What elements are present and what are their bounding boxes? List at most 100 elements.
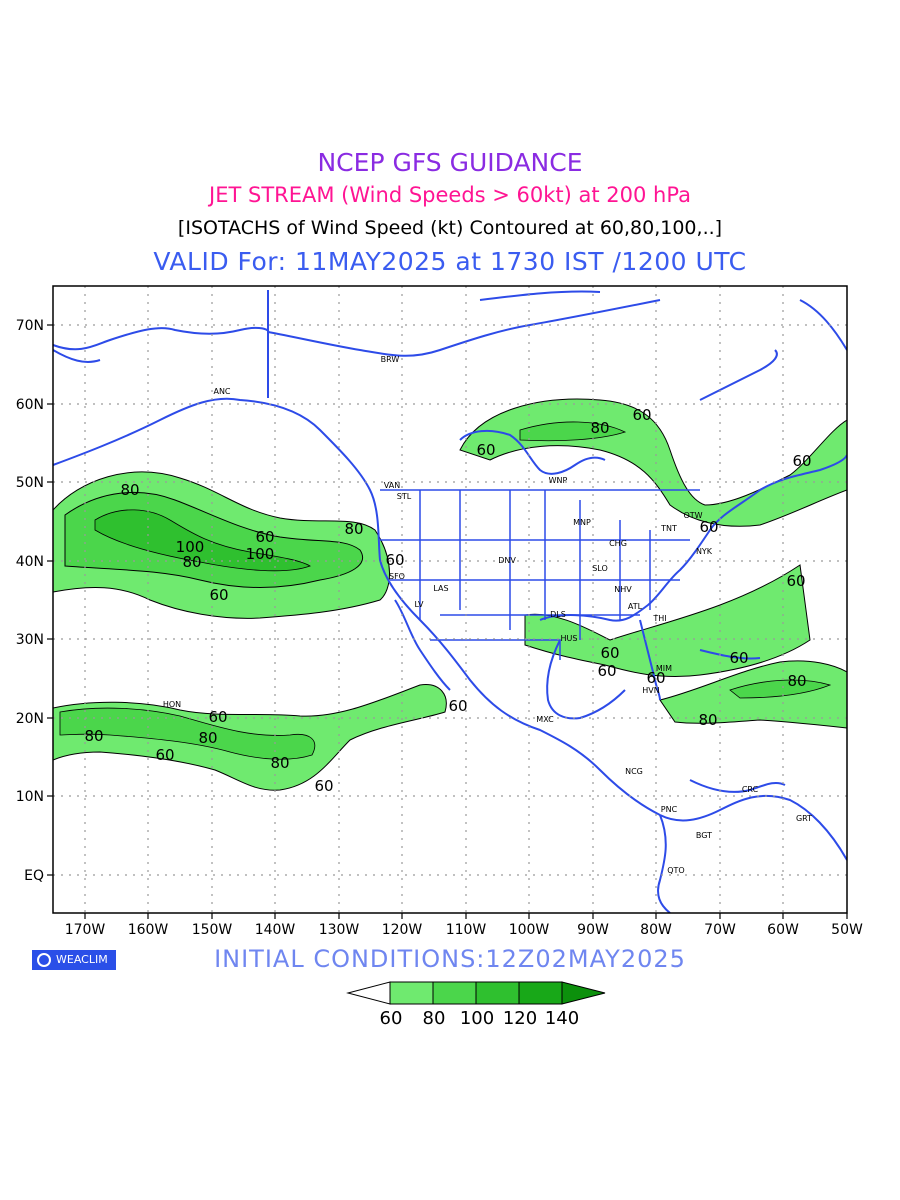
colorbar-label: 80 [423, 1008, 446, 1029]
contour-label: 60 [729, 649, 748, 667]
lat-lon-grid [53, 286, 847, 913]
station-label: HON [163, 700, 181, 709]
contour-label: 80 [84, 727, 103, 745]
lat-label: 20N [16, 711, 44, 727]
jet-core-tropical-pacific [59, 707, 316, 760]
lat-label: EQ [24, 868, 44, 884]
contour-label: 80 [787, 672, 806, 690]
lon-label: 80W [640, 922, 672, 938]
lon-label: 100W [509, 922, 550, 938]
colorbar-label: 100 [460, 1008, 494, 1029]
jet-core-hudson [519, 421, 627, 442]
map-description: [ISOTACHS of Wind Speed (kt) Contoured a… [177, 217, 723, 239]
colorbar-label: 120 [503, 1008, 537, 1029]
jet-max-north-pacific [94, 509, 311, 572]
contour-label: 80 [120, 481, 139, 499]
lat-label: 60N [16, 397, 44, 413]
axis-ticks [47, 324, 848, 919]
lat-label: 70N [16, 318, 44, 334]
colorbar-label: 60 [380, 1008, 403, 1029]
contour-label: 60 [646, 669, 665, 687]
contour-label: 60 [699, 518, 718, 536]
station-label: NCG [625, 767, 643, 776]
contour-label: 60 [597, 662, 616, 680]
lon-label: 120W [382, 922, 423, 938]
weaclim-logo-icon [37, 953, 51, 967]
lon-label: 160W [128, 922, 169, 938]
contour-label: 60 [155, 746, 174, 764]
contour-label: 100 [246, 545, 275, 563]
lon-label: 70W [704, 922, 736, 938]
station-label: OTW [683, 511, 702, 520]
lat-label: 10N [16, 789, 44, 805]
jet-region-gulf [524, 564, 811, 678]
contour-label: 60 [255, 528, 274, 546]
jet-core-atlantic [729, 679, 832, 699]
station-label: QTO [667, 866, 684, 875]
contour-label: 60 [632, 406, 651, 424]
station-label: CHG [609, 539, 627, 548]
station-label: TNT [660, 524, 677, 533]
lon-label: 60W [767, 922, 799, 938]
contour-label: 60 [476, 441, 495, 459]
station-label: MIM [656, 664, 672, 673]
station-label: LV [414, 600, 424, 609]
station-label: MXC [536, 715, 554, 724]
station-label: GRT [796, 814, 812, 823]
contour-label: 100 [176, 538, 205, 556]
longitude-labels: 170W 160W 150W 140W 130W 120W 110W 100W … [65, 922, 863, 938]
station-label: CRC [742, 785, 759, 794]
station-label: NYK [696, 547, 713, 556]
lat-label: 30N [16, 632, 44, 648]
colorbar-cell [346, 981, 391, 1005]
colorbar-cell [561, 981, 606, 1005]
station-label: HVN [642, 686, 659, 695]
coastlines [53, 290, 847, 913]
colorbar-label: 140 [545, 1008, 579, 1029]
station-label: MNP [573, 518, 591, 527]
lon-label: 90W [577, 922, 609, 938]
lon-label: 110W [446, 922, 487, 938]
map-title: NCEP GFS GUIDANCE [317, 148, 583, 177]
contour-label: 80 [198, 729, 217, 747]
station-label: ANC [213, 387, 230, 396]
contour-label: 80 [698, 711, 717, 729]
jet-region-hudson [459, 398, 847, 527]
isotach-shading [53, 398, 847, 791]
colorbar: 60 80 100 120 140 [346, 981, 606, 1029]
contour-label: 80 [270, 754, 289, 772]
contour-label: 80 [344, 520, 363, 538]
contour-label: 60 [208, 708, 227, 726]
contour-label: 60 [786, 572, 805, 590]
latitude-labels: 70N 60N 50N 40N 30N 20N 10N EQ [16, 318, 44, 884]
station-label: DLS [550, 610, 566, 619]
station-label: VAN [384, 481, 400, 490]
contour-label: 60 [792, 452, 811, 470]
contour-label: 60 [385, 551, 404, 569]
map-frame [52, 285, 848, 914]
contour-label: 80 [182, 553, 201, 571]
lon-label: 130W [319, 922, 360, 938]
lat-label: 40N [16, 554, 44, 570]
lon-label: 170W [65, 922, 106, 938]
station-label: SLO [592, 564, 608, 573]
station-label: WNP [549, 476, 568, 485]
contour-label: 60 [209, 586, 228, 604]
contour-labels: 80 60 100 80 100 60 80 60 60 80 60 60 60… [84, 406, 811, 795]
valid-time: VALID For: 11MAY2025 at 1730 IST /1200 U… [153, 247, 747, 276]
colorbar-cell [518, 981, 563, 1005]
station-labels: ANC BRW VAN STL WNP MNP OTW TNT NYK CHG … [163, 355, 812, 875]
lon-label: 140W [255, 922, 296, 938]
station-label: DNV [498, 556, 516, 565]
weaclim-badge: WEACLIM [32, 950, 116, 970]
contour-label: 60 [448, 697, 467, 715]
colorbar-cell [475, 981, 520, 1005]
contour-label: 80 [590, 419, 609, 437]
station-label: SFO [389, 572, 405, 581]
station-label: ATL [628, 602, 643, 611]
badge-label: WEACLIM [56, 953, 108, 966]
station-label: HUS [561, 634, 578, 643]
contour-label: 60 [600, 644, 619, 662]
colorbar-cell [432, 981, 477, 1005]
